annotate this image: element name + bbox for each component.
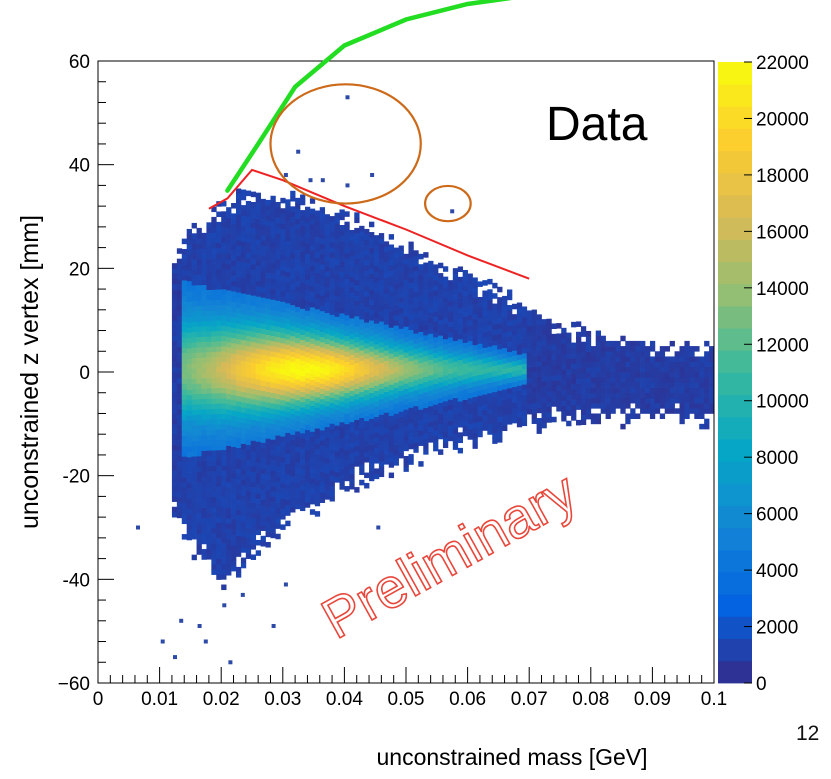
y-tick-label: 0 bbox=[79, 363, 90, 384]
outlier-point bbox=[345, 183, 350, 188]
y-tick-label: 40 bbox=[69, 156, 90, 177]
colorbar-segment bbox=[718, 594, 752, 617]
x-tick-label: 0.02 bbox=[203, 689, 240, 710]
orange-highlight-ellipse bbox=[269, 83, 422, 205]
x-tick-label: 0.01 bbox=[141, 689, 178, 710]
x-tick-label: 0.1 bbox=[701, 689, 727, 710]
colorbar-tick-label: 2000 bbox=[756, 618, 798, 639]
x-tick-label: 0.09 bbox=[634, 689, 671, 710]
outlier-point bbox=[283, 173, 288, 177]
y-axis-label: unconstrained z vertex [mm] bbox=[16, 215, 44, 529]
colorbar-tick-label: 14000 bbox=[756, 279, 809, 300]
outlier-point bbox=[271, 624, 276, 628]
data-label: Data bbox=[546, 98, 648, 151]
colorbar-segment bbox=[718, 261, 752, 285]
x-tick-label: 0.06 bbox=[449, 689, 486, 710]
outlier-point bbox=[173, 655, 177, 660]
outlier-point bbox=[370, 173, 375, 177]
outlier-point bbox=[203, 639, 208, 644]
colorbar-tick-label: 16000 bbox=[756, 222, 809, 243]
x-tick-label: 0 bbox=[93, 689, 104, 710]
outlier-point bbox=[222, 603, 227, 608]
y-tick-label: -20 bbox=[63, 467, 90, 488]
heatmap-cells bbox=[171, 188, 714, 591]
colorbar-tick-label: 18000 bbox=[756, 166, 809, 187]
colorbar-segment bbox=[718, 616, 752, 640]
outlier-point bbox=[179, 618, 184, 623]
colorbar-segment bbox=[718, 638, 752, 662]
colorbar-segment bbox=[718, 461, 752, 484]
colorbar-segment bbox=[718, 150, 752, 174]
colorbar-segment bbox=[718, 217, 752, 240]
colorbar-segment bbox=[718, 62, 752, 85]
colorbar-segment bbox=[718, 328, 752, 351]
colorbar-tick-label: 22000 bbox=[756, 53, 809, 74]
colorbar-segment bbox=[718, 394, 752, 418]
outlier-point bbox=[160, 639, 165, 644]
y-axis: −60 -40 -20 0 20 40 60 bbox=[58, 52, 114, 695]
annotations bbox=[208, 0, 530, 280]
outlier-point bbox=[296, 149, 301, 154]
outlier-point bbox=[308, 178, 313, 183]
outlier-point bbox=[376, 525, 381, 530]
outlier-points bbox=[136, 95, 455, 665]
color-scale-bar: 0 2000 4000 6000 8000 10000 12000 14000 16000 180… bbox=[718, 53, 809, 695]
y-tick-label: 20 bbox=[69, 259, 90, 280]
outlier-point bbox=[450, 209, 455, 214]
colorbar-tick-label: 20000 bbox=[756, 109, 809, 130]
colorbar-tick-label: 4000 bbox=[756, 561, 798, 582]
colorbar-segment bbox=[718, 660, 752, 684]
green-hand-drawn-curve bbox=[225, 0, 513, 193]
colorbar-segment bbox=[718, 505, 752, 529]
colorbar-tick-label: 10000 bbox=[756, 392, 809, 413]
colorbar-segment bbox=[718, 84, 752, 107]
colorbar-segment bbox=[718, 172, 752, 196]
outlier-point bbox=[228, 660, 233, 665]
colorbar-segment bbox=[718, 106, 752, 129]
colorbar-segment bbox=[718, 128, 752, 152]
colorbar-segment bbox=[718, 195, 752, 218]
outlier-point bbox=[240, 592, 245, 597]
x-tick-label: 0.04 bbox=[326, 689, 363, 710]
x-axis: 0 0.01 0.02 0.03 0.04 0.05 0.06 0.07 0.08 0.09 0.1 bbox=[93, 667, 727, 710]
colorbar-segment bbox=[718, 239, 752, 263]
colorbar-tick-label: 6000 bbox=[756, 505, 798, 526]
colorbar-tick-label: 0 bbox=[756, 674, 767, 695]
y-tick-label: -40 bbox=[63, 570, 90, 591]
colorbar-segment bbox=[718, 549, 752, 573]
outlier-point bbox=[136, 525, 140, 530]
colorbar-segment bbox=[718, 305, 752, 329]
outlier-point bbox=[320, 178, 325, 183]
outlier-point bbox=[197, 624, 202, 628]
colorbar-tick-label: 12000 bbox=[756, 335, 809, 356]
x-tick-label: 0.08 bbox=[572, 689, 609, 710]
colorbar-segment bbox=[718, 350, 752, 373]
y-tick-label: −60 bbox=[58, 674, 90, 695]
colorbar-segment bbox=[718, 572, 752, 595]
colorbar-segment bbox=[718, 527, 752, 551]
x-tick-label: 0.05 bbox=[388, 689, 425, 710]
y-tick-label: 60 bbox=[69, 52, 90, 73]
colorbar-segment bbox=[718, 483, 752, 506]
colorbar-segment bbox=[718, 283, 752, 307]
x-tick-label: 0.07 bbox=[511, 689, 548, 710]
colorbar-segment bbox=[718, 372, 752, 396]
x-tick-label: 0.03 bbox=[264, 689, 301, 710]
red-cut-curve bbox=[208, 168, 530, 280]
outlier-point bbox=[345, 95, 350, 100]
slide-page-number: 12 bbox=[796, 722, 820, 745]
colorbar-segment bbox=[718, 439, 752, 462]
orange-highlight-ellipse bbox=[423, 184, 472, 223]
x-axis-label: unconstrained mass [GeV] bbox=[376, 744, 647, 770]
colorbar-segment bbox=[718, 416, 752, 440]
outlier-point bbox=[283, 582, 288, 587]
colorbar-tick-label: 8000 bbox=[756, 448, 798, 469]
